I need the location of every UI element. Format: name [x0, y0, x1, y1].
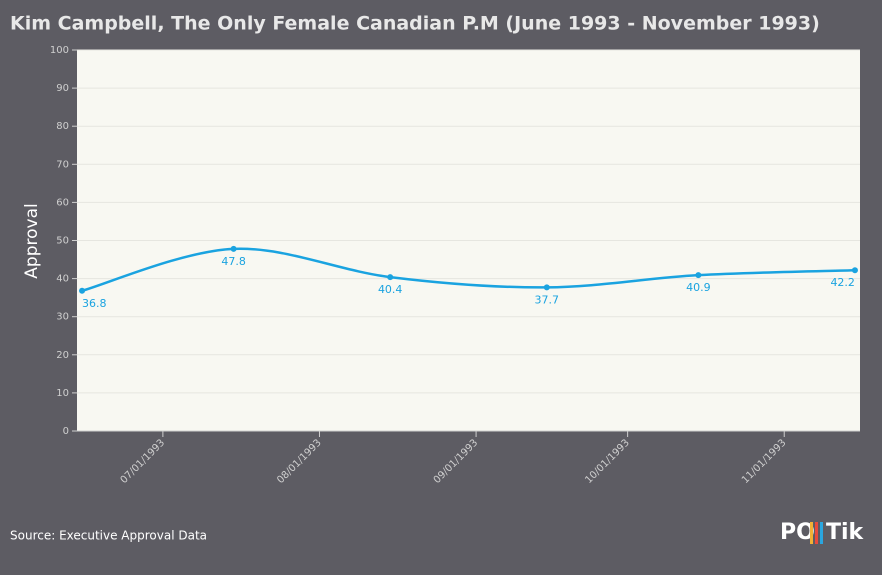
data-label: 40.9: [686, 281, 711, 294]
data-label: 36.8: [82, 297, 107, 310]
chart-title: Kim Campbell, The Only Female Canadian P…: [10, 13, 820, 35]
logo-bar: [820, 522, 823, 544]
line: [81, 247, 855, 292]
y-tick-label: 100: [50, 45, 69, 56]
point: [695, 272, 702, 279]
logo-bar: [815, 522, 818, 544]
point: [230, 245, 237, 252]
y-tick-label: 70: [56, 159, 69, 170]
y-tick-label: 80: [56, 121, 69, 132]
y-tick-label: 40: [56, 274, 69, 285]
point: [543, 284, 550, 291]
y-tick-label: 20: [56, 350, 69, 361]
point: [387, 274, 394, 281]
y-tick-label: 0: [63, 426, 69, 437]
y-tick-label: 10: [56, 388, 69, 399]
data-label: 40.4: [378, 283, 403, 296]
logo-text: PO: [780, 520, 815, 545]
logo-bar: [810, 522, 813, 544]
logo-text: Tik: [826, 520, 865, 545]
logo: PO Tik: [780, 520, 865, 545]
data-label: 42.2: [830, 276, 855, 289]
y-tick-label: 90: [56, 83, 69, 94]
data-label: 37.7: [535, 293, 560, 306]
y-axis-label: Approval: [22, 203, 42, 278]
point: [79, 287, 86, 294]
data-label: 47.8: [221, 255, 246, 268]
y-tick-label: 30: [56, 312, 69, 323]
source: Source: Executive Approval Data: [10, 529, 207, 543]
point: [851, 267, 858, 274]
y-tick-label: 50: [56, 236, 69, 247]
y-tick-label: 60: [56, 197, 69, 208]
